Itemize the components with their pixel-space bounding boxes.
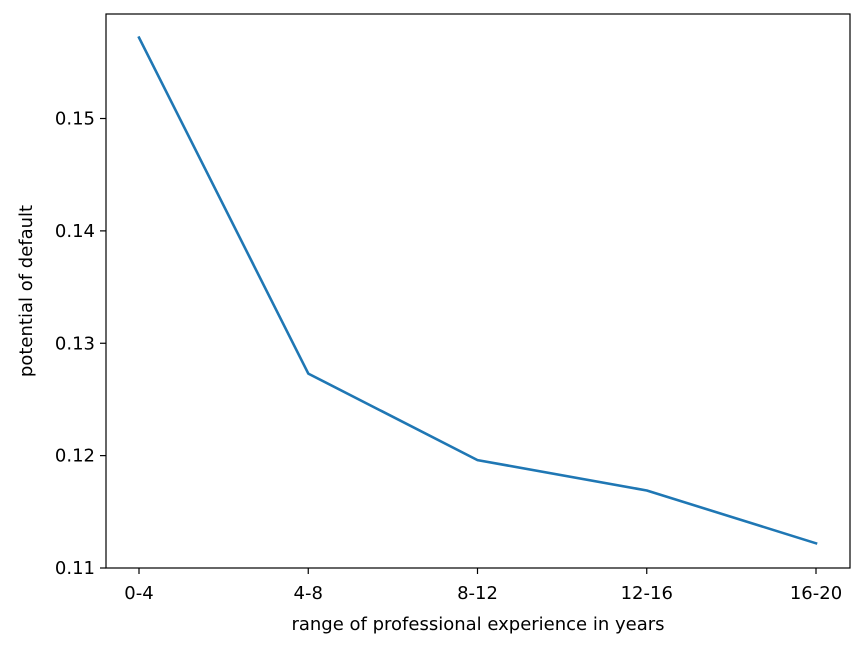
y-axis-label: potential of default bbox=[16, 205, 37, 377]
y-tick-label: 0.13 bbox=[55, 333, 95, 354]
y-axis-ticks: 0.11 0.12 0.13 0.14 0.15 bbox=[55, 109, 106, 579]
x-tick-label: 12-16 bbox=[621, 583, 673, 604]
y-tick-label: 0.11 bbox=[55, 558, 95, 579]
y-tick-label: 0.14 bbox=[55, 221, 95, 242]
plot-area bbox=[106, 14, 850, 568]
x-axis-label: range of professional experience in year… bbox=[291, 614, 664, 635]
series-line bbox=[137, 35, 818, 545]
plot-frame bbox=[105, 13, 851, 569]
y-tick-label: 0.15 bbox=[55, 109, 95, 130]
y-tick-label: 0.12 bbox=[55, 446, 95, 467]
x-tick-label: 0-4 bbox=[124, 583, 153, 604]
x-axis-ticks: 0-4 4-8 8-12 12-16 16-20 bbox=[124, 568, 842, 604]
x-tick-label: 8-12 bbox=[457, 583, 498, 604]
x-tick-label: 4-8 bbox=[294, 583, 323, 604]
series-layer bbox=[137, 35, 818, 545]
x-tick-label: 16-20 bbox=[790, 583, 842, 604]
